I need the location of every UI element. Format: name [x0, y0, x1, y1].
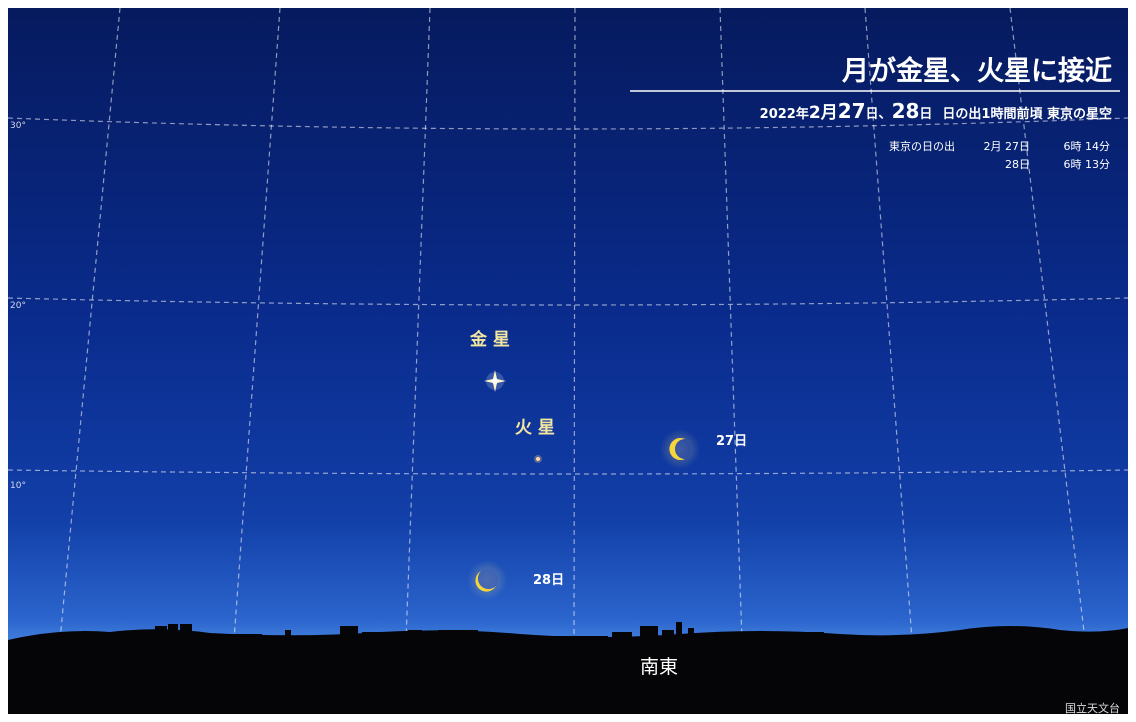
- moon-27-crescent-icon: [660, 429, 700, 469]
- direction-label: 南東: [640, 656, 678, 678]
- sunrise-row2-date: 28日: [1005, 158, 1030, 171]
- subtitle-month: 2月: [809, 103, 838, 123]
- subtitle-day28: 28: [892, 99, 920, 123]
- sky-background: [8, 8, 1128, 718]
- sunrise-row1-time: 6時 14分: [1064, 140, 1111, 153]
- subtitle-rest: 日の出1時間前頃 東京の星空: [942, 106, 1112, 122]
- moon-28-crescent-icon: [467, 560, 507, 600]
- subtitle-day-suffix: 日: [919, 107, 932, 122]
- venus-star-icon: [484, 370, 506, 392]
- altitude-label-30: 30°: [10, 121, 26, 131]
- venus-label: 金 星: [469, 329, 510, 350]
- sunrise-row1-date: 2月 27日: [984, 140, 1031, 153]
- city-silhouette: [8, 622, 1128, 722]
- subtitle-year: 2022年: [760, 106, 809, 122]
- moon-27-label: 27日: [716, 434, 747, 449]
- sunrise-row2-time: 6時 13分: [1064, 158, 1111, 171]
- coordinate-grid: [7, 7, 1129, 641]
- page-title: 月が金星、火星に接近: [841, 55, 1112, 87]
- altitude-label-20: 20°: [10, 301, 26, 311]
- sunrise-label: 東京の日の出: [889, 139, 955, 153]
- mars-star-icon: [534, 455, 542, 463]
- subtitle-day27: 27: [838, 99, 866, 123]
- subtitle: 2022年2月27日、28日 日の出1時間前頃 東京の星空: [760, 99, 1112, 123]
- mars-label: 火 星: [515, 418, 555, 438]
- subtitle-sep: 日、: [866, 107, 892, 122]
- credit-label: 国立天文台: [1065, 701, 1120, 715]
- altitude-label-10: 10°: [10, 481, 26, 491]
- moon-28-label: 28日: [533, 573, 564, 588]
